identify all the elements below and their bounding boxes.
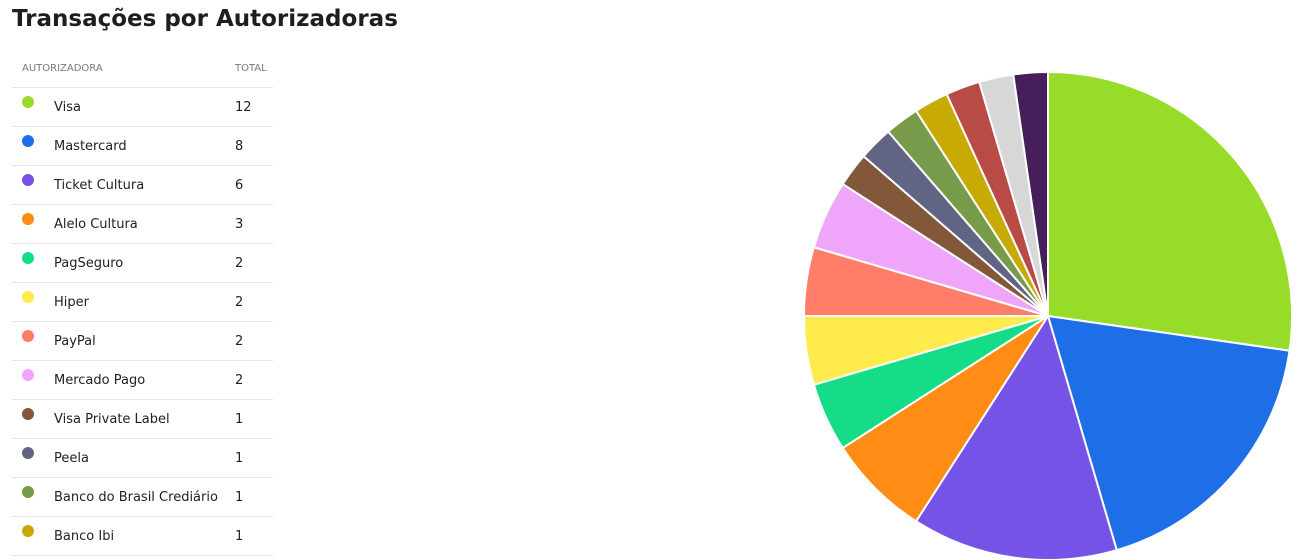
legend-label: Hiper — [54, 282, 229, 322]
legend-swatch-cell — [12, 165, 54, 205]
legend-header-row: AUTORIZADORA TOTAL — [12, 50, 273, 88]
legend-swatch-cell — [12, 516, 54, 556]
header-autorizadora: AUTORIZADORA — [12, 50, 229, 88]
legend-swatch-cell — [12, 204, 54, 244]
pie-slice[interactable] — [1012, 71, 1049, 317]
legend-row: Peela 1 — [12, 438, 273, 478]
legend-swatch — [22, 96, 34, 108]
legend-swatch — [22, 174, 34, 186]
legend-swatch-cell — [12, 399, 54, 439]
pie-slice[interactable] — [915, 315, 1118, 560]
legend-value: 1 — [229, 438, 273, 478]
pie-chart — [803, 71, 1293, 560]
legend-row: Alelo Cultura 3 — [12, 204, 273, 244]
legend-swatch — [22, 135, 34, 147]
legend-swatch — [22, 447, 34, 459]
legend-swatch-cell — [12, 282, 54, 322]
legend-row: Visa 12 — [12, 87, 273, 127]
legend-label: Banco do Brasil Crediário — [54, 477, 229, 517]
legend-value: 1 — [229, 399, 273, 439]
page-title: Transações por Autorizadoras — [12, 6, 398, 32]
legend-value: 6 — [229, 165, 273, 205]
legend-swatch — [22, 525, 34, 537]
legend-value: 2 — [229, 360, 273, 400]
legend-row: Banco Ibi 1 — [12, 516, 273, 556]
legend-swatch — [22, 213, 34, 225]
pie-slice[interactable] — [1047, 315, 1291, 552]
pie-slice[interactable] — [841, 315, 1049, 523]
legend-row: Mercado Pago 2 — [12, 360, 273, 400]
legend-label: Banco Ibi — [54, 516, 229, 556]
legend-swatch-cell — [12, 360, 54, 400]
legend-swatch-cell — [12, 321, 54, 361]
legend-label: Peela — [54, 438, 229, 478]
legend-label: Mastercard — [54, 126, 229, 166]
legend-swatch — [22, 252, 34, 264]
legend-swatch — [22, 291, 34, 303]
legend-label: PayPal — [54, 321, 229, 361]
legend-value: 2 — [229, 243, 273, 283]
header-total: TOTAL — [229, 50, 273, 88]
legend-row: PayPal 2 — [12, 321, 273, 361]
legend-label: Visa Private Label — [54, 399, 229, 439]
pie-slice[interactable] — [1047, 71, 1293, 352]
legend-value: 1 — [229, 477, 273, 517]
legend-label: PagSeguro — [54, 243, 229, 283]
legend-row: Visa Private Label 1 — [12, 399, 273, 439]
legend-value: 12 — [229, 87, 273, 127]
legend-swatch — [22, 408, 34, 420]
legend-row: Mastercard 8 — [12, 126, 273, 166]
legend-swatch-cell — [12, 87, 54, 127]
legend-row: Banco do Brasil Crediário 1 — [12, 477, 273, 517]
legend-row: Ticket Cultura 6 — [12, 165, 273, 205]
legend-label: Alelo Cultura — [54, 204, 229, 244]
legend-swatch — [22, 330, 34, 342]
legend-label: Mercado Pago — [54, 360, 229, 400]
legend-value: 8 — [229, 126, 273, 166]
legend-table: AUTORIZADORA TOTAL Visa 12 Mastercard 8 Tick… — [12, 50, 273, 556]
legend-swatch — [22, 486, 34, 498]
legend-label: Ticket Cultura — [54, 165, 229, 205]
legend-row: PagSeguro 2 — [12, 243, 273, 283]
legend-value: 2 — [229, 321, 273, 361]
legend-swatch-cell — [12, 477, 54, 517]
legend-body: Visa 12 Mastercard 8 Ticket Cultura 6 Alelo Cu… — [12, 87, 273, 556]
legend-swatch-cell — [12, 243, 54, 283]
legend-row: Hiper 2 — [12, 282, 273, 322]
legend-swatch-cell — [12, 126, 54, 166]
legend-label: Visa — [54, 87, 229, 127]
legend-value: 1 — [229, 516, 273, 556]
legend-value: 3 — [229, 204, 273, 244]
legend-value: 2 — [229, 282, 273, 322]
legend-swatch — [22, 369, 34, 381]
legend-swatch-cell — [12, 438, 54, 478]
